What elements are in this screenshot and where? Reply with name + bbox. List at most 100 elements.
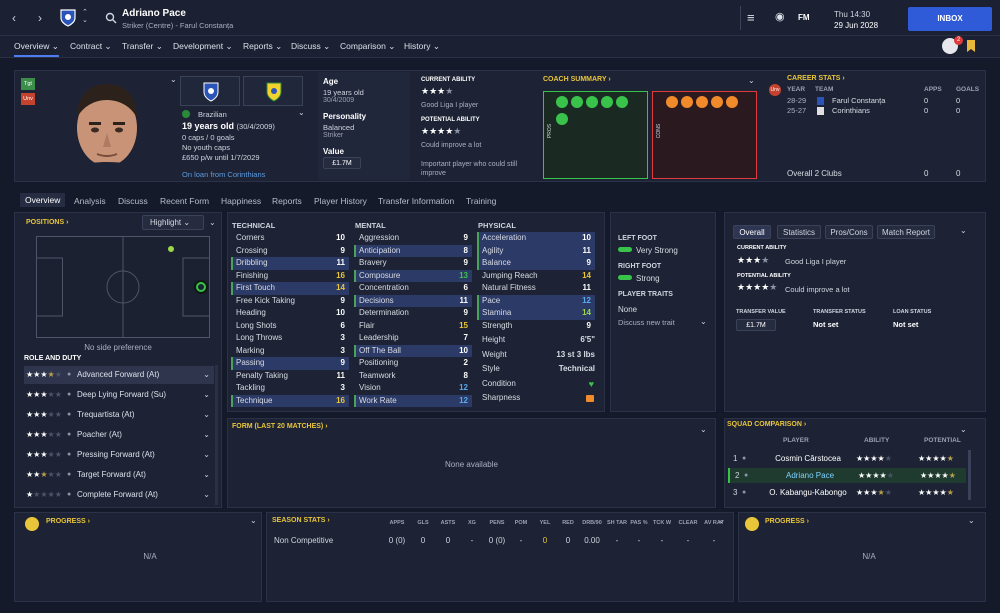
info-icon[interactable]: ● <box>67 411 72 418</box>
squad-title[interactable]: SQUAD COMPARISON › <box>727 421 807 428</box>
nav-comparison[interactable]: Comparison ⌄ <box>340 41 396 51</box>
con-icon[interactable] <box>681 96 693 108</box>
role-item[interactable]: ★★★★★ ● Pressing Forward (At) ⌄ <box>24 446 214 464</box>
nav-overview[interactable]: Overview ⌄ <box>14 41 59 57</box>
attribute-row[interactable]: Crossing 9 <box>231 245 349 258</box>
attribute-row[interactable]: Decisions 11 <box>354 294 472 307</box>
chevron-down-icon[interactable]: ⌄ <box>203 430 210 439</box>
tab-statistics[interactable]: Statistics <box>777 225 821 239</box>
nav-reports[interactable]: Reports ⌄ <box>243 41 283 51</box>
back-arrow-icon[interactable]: ‹ <box>12 11 16 25</box>
club-badge-icon[interactable] <box>60 9 76 27</box>
scrollbar[interactable] <box>968 450 971 500</box>
attribute-row[interactable]: Anticipation 8 <box>354 244 472 257</box>
attribute-row[interactable]: Teamwork 8 <box>354 370 472 383</box>
attribute-row[interactable]: Aggression 9 <box>354 232 472 245</box>
attribute-row[interactable]: Dribbling 11 <box>231 257 349 270</box>
role-item[interactable]: ★★★★★ ● Poacher (At) ⌄ <box>24 426 214 444</box>
subtab-discuss[interactable]: Discuss <box>118 196 148 206</box>
chevron-down-icon[interactable]: ⌄ <box>298 108 305 117</box>
subtab-analysis[interactable]: Analysis <box>74 196 106 206</box>
globe-icon[interactable]: ◉ <box>775 11 785 23</box>
attribute-row[interactable]: Jumping Reach 14 <box>477 270 595 283</box>
role-item[interactable]: ★★★★★ ● Deep Lying Forward (Su) ⌄ <box>24 386 214 404</box>
tab-match-report[interactable]: Match Report <box>877 225 935 239</box>
chevron-down-icon[interactable]: ⌄ <box>203 470 210 479</box>
chevron-down-icon[interactable]: ⌄ <box>203 450 210 459</box>
season-stats-title[interactable]: SEASON STATS › <box>272 517 330 524</box>
attribute-row[interactable]: Concentration 6 <box>354 282 472 295</box>
attribute-row[interactable]: Agility 11 <box>477 244 595 257</box>
info-icon[interactable]: ● <box>67 471 72 478</box>
career-row[interactable]: 28-29 Farul Constanța 0 0 <box>787 96 961 105</box>
subtab-happiness[interactable]: Happiness <box>221 196 262 206</box>
transfer-value-button[interactable]: £1.7M <box>736 319 776 331</box>
squad-row[interactable]: 2 ● Adriano Pace ★★★★★ ★★★★★ <box>728 468 966 483</box>
info-icon[interactable]: ● <box>67 431 72 438</box>
attribute-row[interactable]: Balance 9 <box>477 257 595 270</box>
attribute-row[interactable]: Natural Fitness 11 <box>477 282 595 295</box>
attribute-row[interactable]: Corners 10 <box>231 232 349 245</box>
unv-badge[interactable]: Unv <box>21 93 35 105</box>
inbox-button[interactable]: INBOX <box>908 7 992 31</box>
attribute-row[interactable]: Strength 9 <box>477 320 595 333</box>
chevron-down-icon[interactable]: ⌄ <box>968 516 975 525</box>
chevron-down-icon[interactable]: ⌄ <box>700 425 707 434</box>
attribute-row[interactable]: Finishing 16 <box>231 270 349 283</box>
attribute-row[interactable]: Stamina 14 <box>477 307 595 320</box>
attribute-row[interactable]: Marking 3 <box>231 345 349 358</box>
info-icon[interactable]: ● <box>67 371 72 378</box>
pro-icon[interactable] <box>556 96 568 108</box>
discuss-trait-link[interactable]: Discuss new trait <box>618 318 675 327</box>
chevron-down-icon[interactable]: ⌄ <box>700 317 707 326</box>
chevron-down-icon[interactable]: ⌄ <box>960 226 967 235</box>
pro-icon[interactable] <box>556 113 568 125</box>
chevron-down-icon[interactable]: ⌄ <box>203 370 210 379</box>
attribute-row[interactable]: Flair 15 <box>354 320 472 333</box>
attribute-row[interactable]: Leadership 7 <box>354 332 472 345</box>
subtab-player-history[interactable]: Player History <box>314 196 367 206</box>
attribute-row[interactable]: Technique 16 <box>231 394 349 407</box>
tab-proscons[interactable]: Pros/Cons <box>825 225 873 239</box>
chevron-down-icon[interactable]: ⌄ <box>170 75 177 84</box>
pro-icon[interactable] <box>601 96 613 108</box>
attribute-row[interactable]: Composure 13 <box>354 269 472 282</box>
positions-title[interactable]: POSITIONS › <box>26 219 69 226</box>
info-icon[interactable]: ● <box>67 391 72 398</box>
pro-icon[interactable] <box>586 96 598 108</box>
chevron-down-icon[interactable]: ⌄ <box>250 516 257 525</box>
attribute-row[interactable]: Long Throws 3 <box>231 332 349 345</box>
attribute-row[interactable]: Heading 10 <box>231 307 349 320</box>
chevron-down-icon[interactable]: ⌄ <box>718 516 725 525</box>
role-item[interactable]: ★★★★★ ● Trequartista (At) ⌄ <box>24 406 214 424</box>
nav-development[interactable]: Development ⌄ <box>173 41 233 51</box>
attribute-row[interactable]: Work Rate 12 <box>354 394 472 407</box>
loan-link[interactable]: On loan from Corinthians <box>182 170 266 179</box>
menu-icon[interactable]: ≡ <box>747 10 755 25</box>
subtab-reports[interactable]: Reports <box>272 196 302 206</box>
subtab-transfer-information[interactable]: Transfer Information <box>378 196 455 206</box>
info-icon[interactable]: ● <box>67 451 72 458</box>
role-item[interactable]: ★★★★★ ● Advanced Forward (At) ⌄ <box>24 366 214 384</box>
form-title[interactable]: FORM (LAST 20 MATCHES) › <box>232 423 328 430</box>
attribute-row[interactable]: Penalty Taking 11 <box>231 370 349 383</box>
forward-arrow-icon[interactable]: › <box>38 11 42 25</box>
pro-icon[interactable] <box>571 96 583 108</box>
role-item[interactable]: ★★★★★ ● Complete Forward (At) ⌄ <box>24 486 214 504</box>
subtab-overview[interactable]: Overview <box>20 193 66 207</box>
attribute-row[interactable]: Tackling 3 <box>231 382 349 395</box>
coach-summary-title[interactable]: COACH SUMMARY › <box>543 76 611 83</box>
attribute-row[interactable]: Acceleration 10 <box>477 232 595 245</box>
progress-right-title[interactable]: PROGRESS › <box>765 518 809 525</box>
info-icon[interactable]: ● <box>67 491 72 498</box>
club-logo-box[interactable] <box>180 76 240 106</box>
chevron-down-icon[interactable]: ⌄ <box>203 490 210 499</box>
tgt-badge[interactable]: Tgt <box>21 78 35 90</box>
scrollbar[interactable] <box>215 365 218 505</box>
attribute-row[interactable]: Bravery 9 <box>354 257 472 270</box>
tab-overall[interactable]: Overall <box>733 225 771 239</box>
con-icon[interactable] <box>711 96 723 108</box>
chevron-down-icon[interactable]: ⌄ <box>209 218 216 227</box>
subtab-recent-form[interactable]: Recent Form <box>160 196 210 206</box>
chevron-down-icon[interactable]: ⌄ <box>203 390 210 399</box>
